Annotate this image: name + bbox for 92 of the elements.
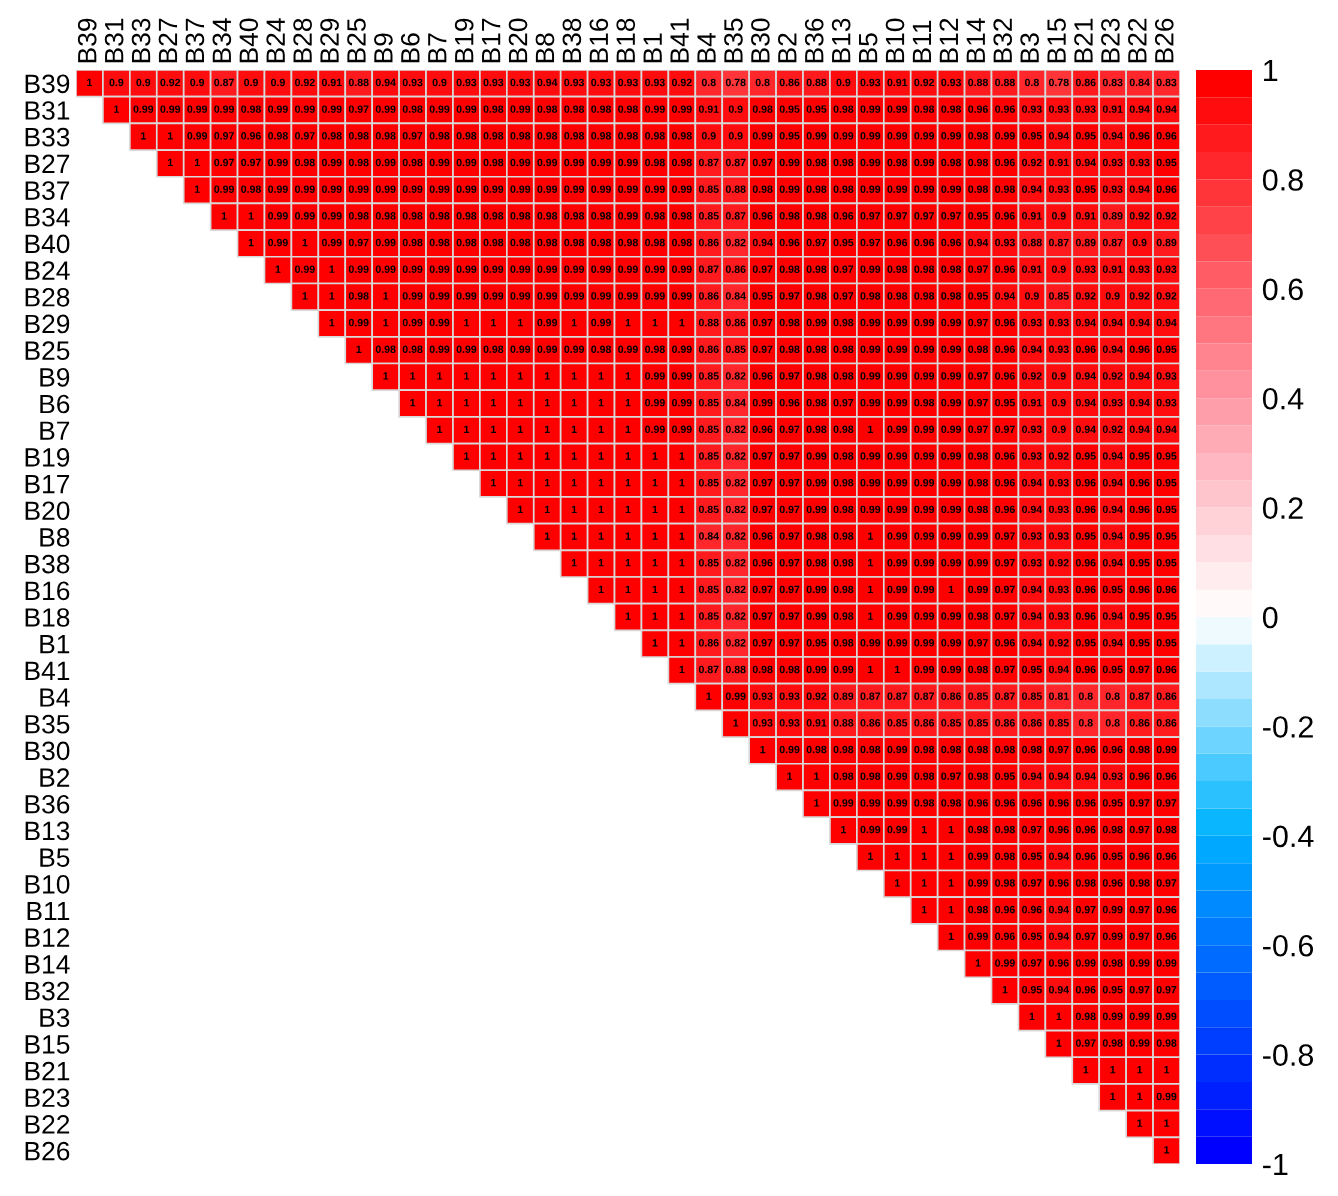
x-tick-label: B11	[912, 20, 932, 63]
y-tick-label: B28	[25, 287, 70, 307]
x-tick-label: B7	[428, 33, 447, 63]
y-tick-label: B36	[25, 794, 70, 814]
y-tick-label: B2	[40, 768, 70, 787]
color-bar-label: 0.2	[1262, 497, 1303, 519]
y-tick-label: B11	[27, 901, 70, 921]
y-tick-label: B3	[40, 1008, 70, 1028]
x-tick-label: B21	[1074, 18, 1093, 63]
x-tick-label: B4	[697, 32, 716, 63]
x-tick-label: B30	[751, 18, 770, 63]
x-tick-label: B38	[562, 18, 582, 63]
x-tick-label: B28	[293, 18, 312, 63]
y-tick-label: B31	[25, 101, 70, 120]
x-tick-label: B24	[266, 18, 285, 63]
y-tick-label: B26	[25, 1141, 70, 1161]
x-tick-label: B1	[643, 33, 662, 63]
x-tick-label: B29	[320, 18, 339, 63]
y-tick-label: B23	[25, 1088, 70, 1108]
y-tick-label: B29	[25, 314, 70, 334]
y-tick-label: B4	[40, 688, 70, 707]
y-tick-label: B20	[25, 501, 70, 521]
color-bar-label: -0.4	[1263, 825, 1314, 848]
y-tick-label: B35	[25, 714, 70, 734]
x-tick-label: B9	[374, 33, 393, 63]
x-tick-label: B17	[482, 18, 501, 63]
y-tick-label: B38	[25, 554, 70, 574]
y-tick-label: B40	[25, 234, 70, 254]
y-tick-label: B7	[40, 421, 70, 440]
x-tick-label: B12	[939, 18, 958, 63]
color-bar-label: -0.2	[1263, 716, 1313, 738]
x-tick-label: B16	[589, 18, 609, 63]
x-tick-label: B15	[1047, 18, 1066, 63]
x-tick-label: B13	[831, 18, 851, 63]
y-tick-label: B17	[25, 474, 70, 494]
x-tick-label: B2	[777, 33, 797, 63]
y-tick-label: B9	[40, 367, 70, 387]
x-tick-label: B37	[185, 18, 205, 63]
color-bar-label: 1	[1264, 60, 1278, 82]
y-tick-label: B16	[25, 581, 70, 601]
x-tick-label: B41	[670, 18, 689, 63]
y-tick-label: B37	[25, 181, 70, 200]
x-tick-label: B5	[859, 33, 878, 63]
x-tick-label: B31	[104, 18, 124, 63]
y-tick-label: B27	[25, 154, 70, 173]
y-tick-label: B24	[25, 261, 70, 280]
x-tick-label: B3	[1020, 33, 1039, 63]
y-tick-label: B30	[25, 741, 70, 761]
y-tick-label: B6	[40, 394, 70, 414]
color-bar-label: 0.8	[1262, 169, 1303, 191]
x-tick-label: B36	[804, 18, 824, 63]
y-tick-label: B21	[25, 1061, 70, 1081]
y-tick-label: B1	[40, 635, 70, 654]
x-tick-label: B33	[131, 18, 151, 63]
x-tick-label: B34	[212, 18, 232, 63]
y-tick-label: B41	[25, 661, 70, 680]
x-tick-label: B26	[1154, 18, 1174, 63]
color-bar-label: -0.8	[1263, 1044, 1314, 1066]
color-bar-label: -0.6	[1263, 934, 1314, 957]
x-tick-label: B14	[966, 18, 985, 63]
y-tick-label: B34	[25, 207, 70, 227]
x-tick-label: B18	[616, 18, 636, 63]
y-tick-label: B12	[25, 928, 70, 947]
color-bar-label: -1	[1263, 1154, 1288, 1176]
y-tick-label: B10	[25, 874, 70, 894]
x-tick-label: B25	[347, 18, 366, 63]
x-tick-label: B40	[239, 18, 259, 63]
color-bar-label: 0	[1262, 606, 1278, 629]
y-tick-label: B14	[25, 955, 70, 974]
x-tick-label: B23	[1101, 18, 1120, 63]
y-tick-label: B33	[25, 127, 70, 147]
x-tick-label: B6	[400, 33, 420, 63]
y-tick-label: B32	[25, 981, 70, 1001]
y-tick-label: B13	[25, 821, 70, 841]
x-tick-label: B22	[1128, 18, 1147, 63]
x-tick-label: B35	[724, 18, 743, 63]
color-bar-label: 0.6	[1262, 278, 1303, 301]
x-tick-label: B8	[535, 33, 555, 63]
y-tick-label: B5	[40, 848, 70, 867]
x-tick-label: B10	[885, 18, 905, 63]
y-tick-label: B22	[25, 1115, 70, 1134]
y-tick-label: B25	[25, 341, 70, 360]
x-tick-label: B19	[454, 18, 474, 63]
x-tick-label: B32	[993, 18, 1013, 63]
color-bar-label: 0.4	[1262, 387, 1304, 410]
y-tick-label: B8	[40, 528, 70, 547]
y-tick-label: B19	[25, 448, 70, 467]
y-tick-label: B39	[25, 74, 70, 94]
x-tick-label: B20	[508, 18, 528, 63]
x-tick-label: B27	[158, 18, 178, 63]
y-tick-label: B18	[25, 608, 70, 627]
y-tick-label: B15	[25, 1035, 70, 1054]
